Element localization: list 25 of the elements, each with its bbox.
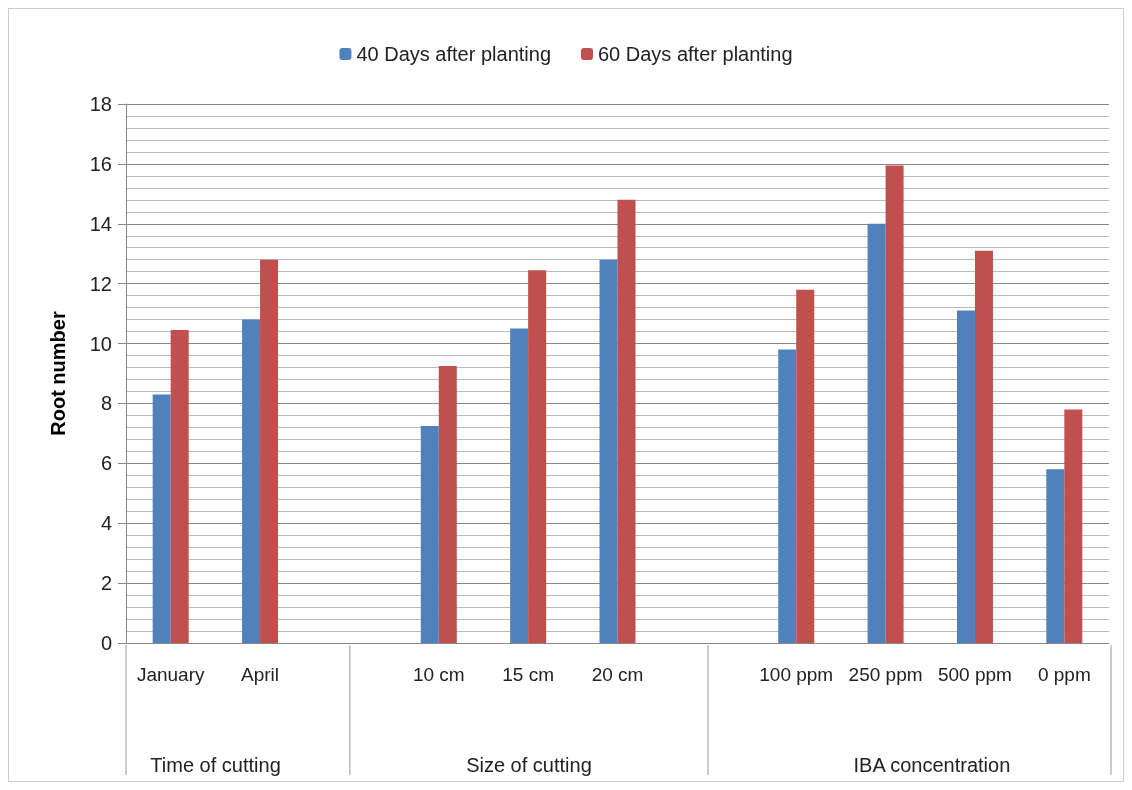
legend-label: 60 Days after planting <box>598 43 793 65</box>
y-tick-label: 10 <box>89 332 112 355</box>
y-tick-label: 14 <box>89 212 112 235</box>
y-axis-title: Root number <box>47 311 69 436</box>
legend-label: 40 Days after planting <box>356 43 551 65</box>
x-tick-label: April <box>241 664 280 685</box>
x-tick-label: 20 cm <box>591 664 644 685</box>
y-tick-label: 16 <box>89 152 112 175</box>
y-tick-label: 18 <box>89 93 112 115</box>
x-tick-label: 100 ppm <box>759 664 834 685</box>
text: Time of cutting <box>150 754 281 776</box>
y-tick-label: 6 <box>100 452 112 475</box>
x-tick-label: 10 cm <box>412 664 465 685</box>
y-tick-label: 12 <box>89 272 112 295</box>
text: Size of cutting <box>466 754 592 776</box>
x-tick-label: 500 ppm <box>937 664 1012 685</box>
x-tick-label: January <box>136 664 205 685</box>
x-tick-label: 250 ppm <box>848 664 923 685</box>
x-tick-label: 15 cm <box>502 664 555 685</box>
y-tick-label: 8 <box>100 392 112 415</box>
y-tick-label: 4 <box>100 512 112 535</box>
y-tick-label: 0 <box>100 632 112 654</box>
y-tick-label: 2 <box>100 572 112 595</box>
x-tick-label: 0 ppm <box>1037 664 1091 685</box>
text: IBA concentration <box>853 754 1011 776</box>
